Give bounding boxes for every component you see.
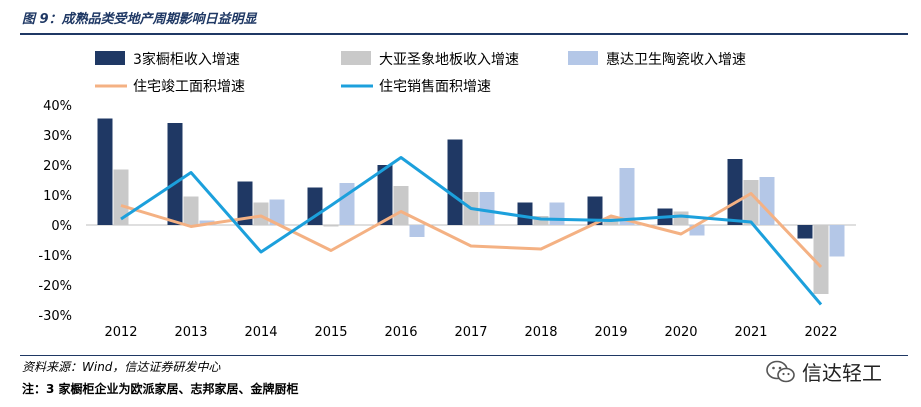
y-tick-label: -20% (38, 279, 72, 294)
x-tick-label: 2016 (384, 325, 417, 340)
bars-layer (97, 118, 845, 294)
legend-swatch (95, 51, 125, 65)
y-tick-label: -30% (38, 309, 72, 324)
bar-series-3-2022 (829, 225, 845, 257)
bar-series-2-2013 (183, 196, 199, 225)
bar-series-1-2018 (517, 202, 533, 225)
x-tick-label: 2018 (524, 325, 557, 340)
x-tick-label: 2015 (314, 325, 347, 340)
y-tick-label: 40% (43, 99, 72, 114)
axes-layer: 40% 30% 20% 10% 0% -10% -20% -30% 2012 2013 2014 20… (38, 99, 856, 340)
bar-series-1-2016 (377, 165, 393, 225)
wechat-icon (766, 360, 795, 382)
y-tick-label: 0% (51, 219, 72, 234)
footer-divider (20, 355, 908, 356)
bar-series-1-2015 (307, 187, 323, 225)
bar-series-2-2015 (323, 225, 339, 227)
source-note: 资料来源：Wind，信达证券研发中心 (22, 360, 221, 374)
x-tick-label: 2021 (734, 325, 767, 340)
bar-series-2-2012 (113, 169, 129, 225)
legend-label: 3家橱柜收入增速 (133, 51, 240, 68)
bar-series-3-2014 (269, 199, 285, 225)
x-tick-label: 2017 (454, 325, 487, 340)
bar-series-1-2019 (587, 196, 603, 225)
bar-series-2-2014 (253, 202, 269, 225)
bar-series-2-2022 (813, 225, 829, 294)
bar-series-2-2021 (743, 180, 759, 225)
legend-swatch (568, 51, 598, 65)
bar-series-1-2014 (237, 181, 253, 225)
legend-label: 住宅竣工面积增速 (133, 79, 245, 95)
legend-label: 惠达卫生陶瓷收入增速 (606, 52, 746, 68)
y-tick-label: 10% (43, 189, 72, 204)
legend-swatch (341, 51, 371, 65)
bar-series-3-2017 (479, 192, 495, 225)
x-tick-label: 2020 (664, 325, 697, 340)
x-tick-label: 2022 (804, 325, 837, 340)
bar-series-3-2020 (689, 225, 705, 236)
line-series-1 (120, 192, 823, 269)
y-tick-label: 30% (43, 129, 72, 144)
y-tick-label: -10% (38, 249, 72, 264)
combo-chart: 40% 30% 20% 10% 0% -10% -20% -30% 2012 2013 2014 20… (38, 51, 856, 340)
legend-label: 住宅销售面积增速 (379, 79, 491, 95)
watermark-label: 信达轻工 (802, 361, 882, 385)
x-tick-label: 2013 (174, 325, 207, 340)
title-divider (20, 33, 908, 35)
bar-series-3-2019 (619, 168, 635, 225)
bar-series-1-2021 (727, 159, 743, 225)
legend-label: 大亚圣象地板收入增速 (379, 52, 519, 68)
x-tick-label: 2012 (104, 325, 137, 340)
line-series-2 (120, 156, 823, 306)
bar-series-1-2022 (797, 225, 813, 239)
bar-series-1-2012 (97, 118, 113, 225)
lines-layer (120, 156, 823, 306)
y-tick-label: 20% (43, 159, 72, 174)
footnote: 注：3 家橱柜企业为欧派家居、志邦家居、金牌厨柜 (22, 382, 299, 396)
bar-series-2-2020 (673, 211, 689, 225)
bar-series-3-2018 (549, 202, 565, 225)
bar-series-1-2013 (167, 123, 183, 225)
bar-series-2-2016 (393, 186, 409, 225)
x-tick-label: 2014 (244, 325, 277, 340)
watermark: 信达轻工 (766, 357, 882, 386)
bar-series-3-2016 (409, 225, 425, 237)
figure-title: 图 9：成熟品类受地产周期影响日益明显 (22, 12, 257, 27)
bar-series-1-2017 (447, 139, 463, 225)
x-tick-label: 2019 (594, 325, 627, 340)
